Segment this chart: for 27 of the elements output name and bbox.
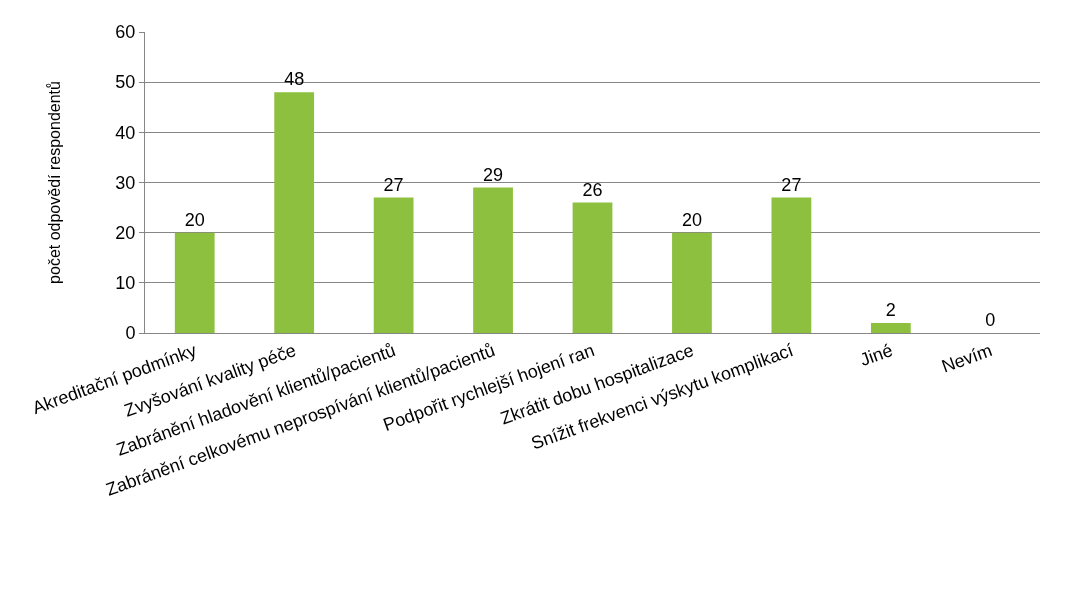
data-label: 27	[383, 174, 404, 195]
data-label: 2	[885, 299, 896, 320]
y-tick-label: 10	[115, 273, 136, 294]
y-tick-label: 50	[115, 72, 136, 93]
x-tick-label: Jiné	[857, 340, 896, 371]
y-axis-title: počet odpovědí respondentů	[46, 81, 64, 284]
bar	[274, 92, 315, 333]
y-tick-label: 60	[115, 22, 136, 43]
bar	[174, 232, 215, 333]
bar	[870, 322, 911, 333]
x-tick-label: Nevím	[939, 340, 995, 377]
bar	[771, 197, 812, 333]
bar	[373, 197, 414, 333]
data-label: 26	[582, 179, 603, 200]
data-label: 29	[483, 164, 504, 185]
y-tick-label: 40	[115, 122, 136, 143]
data-label: 27	[781, 174, 802, 195]
bar	[473, 187, 513, 333]
y-tick-label: 30	[115, 172, 136, 193]
data-label: 48	[284, 69, 305, 90]
data-label: 20	[681, 209, 702, 230]
y-tick-label: 20	[115, 222, 136, 243]
bar	[672, 232, 712, 333]
bar	[572, 202, 613, 333]
data-label: 0	[985, 310, 996, 330]
y-tick-label: 0	[125, 323, 136, 344]
data-label: 20	[184, 209, 205, 230]
